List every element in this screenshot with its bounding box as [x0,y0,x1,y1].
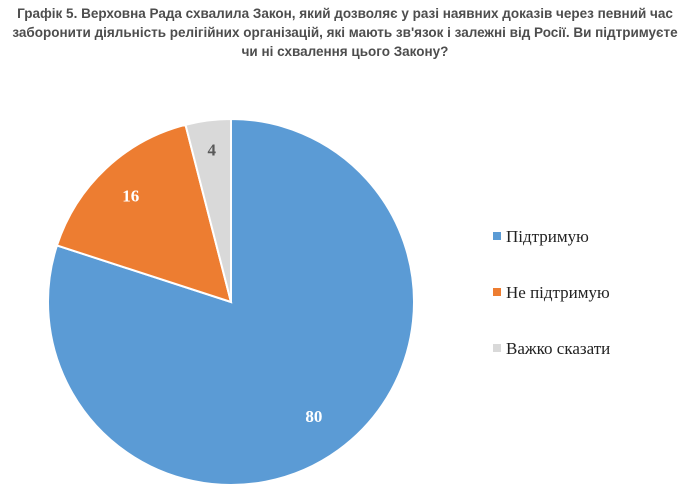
legend-swatch-1 [493,232,501,240]
legend-label-3: Важко сказати [506,339,610,358]
pie-slice-3 [184,117,232,303]
legend-swatch-2 [493,288,501,296]
legend-label-2: Не підтримую [506,283,610,302]
chart-title: Графік 5. Верховна Рада схвалила Закон, … [12,6,678,59]
legend-label-1: Підтримую [506,227,589,246]
data-label-1: 80 [305,407,322,426]
data-label-2: 16 [122,186,139,205]
legend-swatch-3 [493,344,501,352]
pie-slice-1 [47,117,415,486]
pie-slice-2 [55,123,233,304]
data-label-3: 4 [207,140,216,159]
data-labels: 80 16 4 [122,140,322,426]
legend: Підтримую Не підтримую Важко сказати [493,227,610,358]
pie-slices [47,117,415,486]
